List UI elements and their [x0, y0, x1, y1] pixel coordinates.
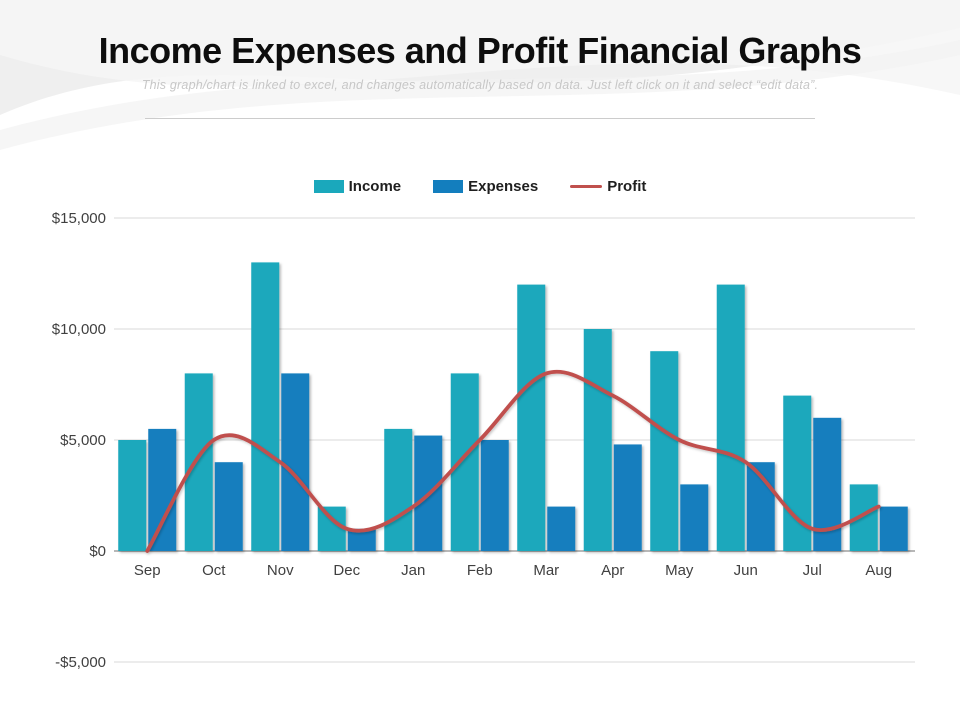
income-bar — [384, 428, 413, 551]
expenses-bar — [148, 428, 177, 551]
income-bar — [118, 440, 147, 551]
x-tick-label: Sep — [134, 562, 161, 579]
income-bar — [583, 329, 612, 551]
x-tick-label: Nov — [267, 562, 294, 579]
income-bar — [317, 506, 346, 551]
expenses-bar — [480, 440, 509, 551]
y-tick-label: $0 — [89, 543, 106, 560]
y-axis-labels: $15,000 $10,000 $5,000 $0 -$5,000 — [52, 210, 106, 671]
expenses-bar — [281, 373, 310, 551]
x-tick-label: Apr — [601, 562, 624, 579]
expenses-bar — [347, 528, 376, 551]
gridlines — [114, 217, 915, 663]
bar-series — [118, 262, 908, 551]
profit-line — [145, 369, 881, 553]
header-divider — [145, 118, 815, 119]
y-tick-label: $15,000 — [52, 210, 106, 227]
legend-item-profit: Profit — [570, 178, 646, 195]
x-tick-label: Dec — [333, 562, 360, 579]
x-tick-label: Aug — [865, 562, 892, 579]
x-axis-labels: Sep Oct Nov Dec Jan Feb Mar Apr May Jun Jul Aug — [134, 562, 892, 579]
x-tick-label: Feb — [467, 562, 493, 579]
legend-label: Income — [348, 178, 402, 195]
x-tick-label: Jul — [803, 562, 822, 579]
x-tick-label: Mar — [533, 562, 559, 579]
page-title: Income Expenses and Profit Financial Gra… — [98, 30, 862, 71]
income-legend-swatch — [313, 180, 344, 193]
legend-item-expenses: Expenses — [433, 178, 538, 195]
x-tick-label: Oct — [202, 562, 226, 579]
legend-item-income: Income — [313, 178, 402, 195]
income-bar — [517, 284, 546, 551]
expenses-legend-swatch — [433, 180, 464, 193]
x-tick-label: May — [665, 562, 694, 579]
slide-header: Income Expenses and Profit Financial Gra… — [0, 30, 960, 92]
expenses-bar — [214, 462, 243, 551]
chart-legend: Income Expenses Profit — [0, 178, 960, 195]
y-tick-label: -$5,000 — [55, 654, 106, 671]
income-bar — [650, 351, 679, 551]
expenses-bar — [613, 444, 642, 551]
expenses-bar — [879, 506, 908, 551]
page-subtitle: This graph/chart is linked to excel, and… — [141, 78, 819, 93]
x-tick-label: Jun — [734, 562, 758, 579]
income-bar — [450, 373, 479, 551]
profit-legend-swatch — [570, 184, 603, 189]
expenses-bar — [680, 484, 709, 551]
expenses-bar — [547, 506, 576, 551]
line-series — [145, 369, 881, 553]
y-tick-label: $5,000 — [60, 432, 106, 449]
x-tick-label: Jan — [401, 562, 425, 579]
y-tick-label: $10,000 — [52, 321, 106, 338]
legend-label: Expenses — [468, 178, 539, 195]
income-bar — [716, 284, 745, 551]
legend-label: Profit — [607, 178, 647, 195]
income-bar — [184, 373, 213, 551]
income-bar — [251, 262, 280, 551]
